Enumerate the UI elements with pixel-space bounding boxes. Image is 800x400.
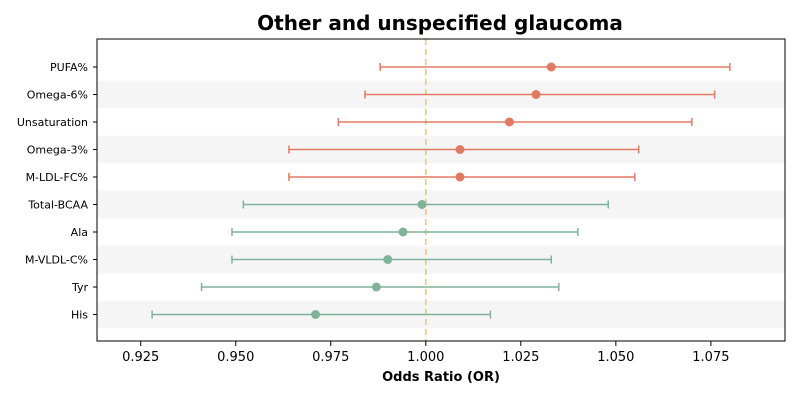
x-tick-label: 1.025: [502, 350, 539, 365]
y-tick-label: M-VLDL-C%: [25, 254, 88, 267]
forest-row: [151, 310, 492, 319]
forest-row: [231, 255, 552, 264]
y-tick-label: Total-BCAA: [27, 199, 88, 212]
x-tick-label: 1.075: [692, 350, 729, 365]
odds-ratio-point: [417, 200, 427, 209]
odds-ratio-point: [504, 117, 514, 127]
x-tick-label: 0.925: [122, 350, 159, 365]
odds-ratio-point: [398, 227, 408, 237]
odds-ratio-point: [455, 172, 465, 182]
y-tick-label: Omega-6%: [27, 89, 88, 102]
x-tick-label: 1.050: [597, 350, 634, 365]
series-layer: [151, 62, 731, 319]
y-tick-label: PUFA%: [50, 61, 88, 74]
forest-row: [364, 90, 716, 99]
odds-ratio-point: [311, 310, 321, 319]
odds-ratio-point: [546, 62, 556, 72]
x-tick-label: 0.950: [217, 350, 254, 365]
x-tick-label: 0.975: [312, 350, 349, 365]
plot-frame: [96, 38, 786, 342]
forest-row: [231, 227, 579, 237]
y-tick-label: Omega-3%: [27, 144, 88, 157]
odds-ratio-point: [371, 282, 381, 292]
y-tick-label: Ala: [71, 226, 88, 239]
forest-row: [337, 117, 693, 127]
y-tick-label: M-LDL-FC%: [26, 171, 88, 184]
x-tick-label: 1.000: [407, 350, 444, 365]
forest-row: [379, 62, 731, 72]
odds-ratio-point: [531, 90, 541, 99]
x-axis-label: Odds Ratio (OR): [382, 370, 500, 385]
y-tick-label: Unsaturation: [17, 116, 88, 129]
forest-row: [288, 145, 640, 154]
forest-row: [288, 172, 636, 182]
chart-title: Other and unspecified glaucoma: [257, 11, 623, 35]
y-axis: PUFA% Omega-6% Unsaturation Omega-3% M-LDL-F…: [17, 61, 97, 322]
odds-ratio-point: [455, 145, 465, 154]
y-tick-label: His: [71, 309, 88, 322]
forest-row: [242, 200, 609, 209]
x-axis: 0.925 0.950 0.975 1.000 1.025 1.050 1.075: [122, 341, 729, 365]
forest-row: [200, 282, 560, 292]
odds-ratio-point: [383, 255, 393, 264]
y-tick-label: Tyr: [71, 281, 89, 294]
